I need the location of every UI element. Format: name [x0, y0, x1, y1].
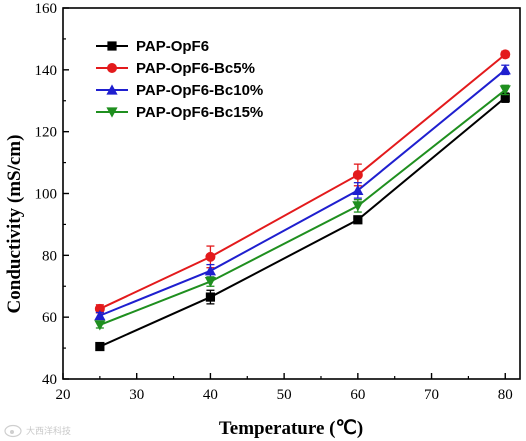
- plot-layer: 20 30 40 50 60 70 80 40 60 80 100 120 140 160 PAP-OpF6…: [35, 1, 521, 403]
- data-point: [499, 85, 511, 96]
- x-tick-label: 50: [277, 387, 292, 403]
- data-point: [500, 49, 511, 60]
- data-point: [205, 292, 216, 302]
- data-point: [204, 265, 217, 276]
- series-line-1: [99, 53, 506, 310]
- x-axis-title: Temperature (℃): [219, 418, 363, 439]
- y-tick-label: 160: [35, 1, 58, 17]
- legend-marker: [106, 107, 118, 118]
- data-point: [499, 64, 511, 75]
- y-tick-label: 140: [35, 63, 58, 79]
- x-tick-label: 20: [56, 387, 71, 403]
- y-axis-title: Conductivity (mS/cm): [4, 135, 25, 314]
- data-point: [95, 341, 105, 352]
- data-point: [500, 93, 510, 103]
- data-point: [352, 201, 364, 212]
- legend-marker: [107, 41, 117, 51]
- x-tick-label: 30: [129, 387, 144, 403]
- y-tick-label: 120: [35, 125, 58, 141]
- legend-label: PAP-OpF6: [136, 38, 209, 55]
- legend-label: PAP-OpF6-Bc5%: [136, 60, 255, 77]
- legend-marker: [107, 63, 117, 73]
- series-line-3: [99, 89, 506, 326]
- legend-marker: [106, 84, 118, 95]
- data-point: [205, 251, 216, 262]
- y-tick-label: 40: [42, 372, 57, 388]
- x-tick-label: 80: [498, 387, 513, 403]
- legend-label: PAP-OpF6-Bc15%: [136, 104, 263, 121]
- data-point: [353, 215, 363, 225]
- series-line-0: [99, 96, 506, 348]
- watermark: 大西洋科技: [4, 424, 71, 438]
- data-point: [352, 184, 364, 196]
- watermark-text: 大西洋科技: [26, 425, 71, 437]
- y-tick-label: 60: [42, 310, 57, 326]
- data-point: [94, 310, 106, 321]
- y-tick-label: 100: [35, 187, 58, 203]
- data-point: [94, 320, 106, 331]
- series-line-2: [99, 69, 506, 317]
- data-point: [204, 277, 217, 288]
- weibo-logo-icon: [4, 424, 22, 438]
- plot-frame: [62, 7, 521, 380]
- x-tick-label: 40: [203, 387, 218, 403]
- x-tick-label: 70: [424, 387, 439, 403]
- data-point: [94, 303, 105, 314]
- y-tick-label: 80: [42, 248, 57, 264]
- x-tick-label: 60: [350, 387, 365, 403]
- legend-label: PAP-OpF6-Bc10%: [136, 82, 263, 99]
- data-point: [352, 169, 363, 180]
